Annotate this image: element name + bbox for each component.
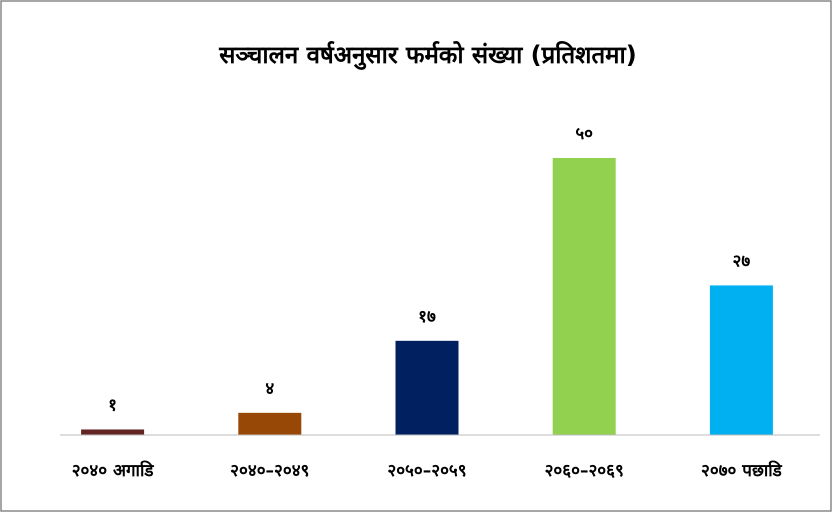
bar xyxy=(395,340,459,435)
bar xyxy=(81,429,145,435)
x-tick-label: २०६०–२०६९ xyxy=(545,461,624,481)
x-tick-label: २०७० पछाडि xyxy=(701,460,783,481)
bar xyxy=(552,158,616,435)
x-tick-label: २०४०–२०४९ xyxy=(230,461,309,481)
x-tick-label: २०५०–२०५९ xyxy=(387,461,466,481)
value-label: २७ xyxy=(733,251,751,271)
x-tick-label: २०४० अगाडि xyxy=(72,460,155,481)
value-label: ५० xyxy=(575,124,593,144)
chart-title: सञ्चालन वर्षअनुसार फर्मको संख्या (प्रतिश… xyxy=(218,41,636,70)
value-label: १ xyxy=(108,395,117,415)
value-label: ४ xyxy=(265,379,274,399)
bar xyxy=(238,412,302,435)
value-label: १७ xyxy=(418,307,436,327)
bar xyxy=(709,285,773,435)
